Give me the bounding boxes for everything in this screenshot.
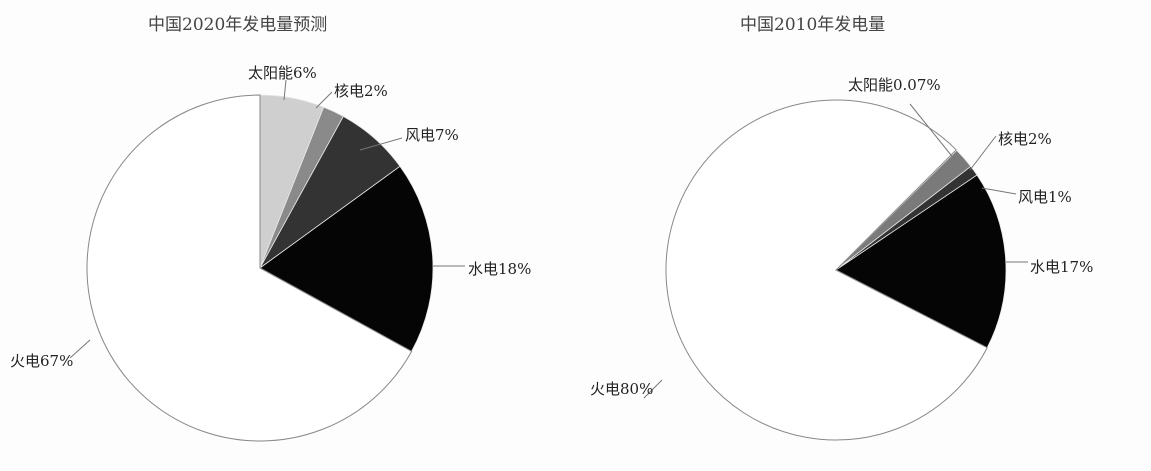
pie-slice-火电 <box>86 94 413 442</box>
leader-line <box>981 187 1017 195</box>
label-wind-2020: 风电7% <box>405 126 459 144</box>
label-wind-2010: 风电1% <box>1018 188 1072 206</box>
chart-title-2010: 中国2010年发电量 <box>740 15 886 35</box>
leader-lines <box>69 79 1028 399</box>
label-nuclear-2010: 核电2% <box>998 130 1052 148</box>
pie-slice-水电 <box>259 165 434 352</box>
label-thermal-2020: 火电67% <box>10 352 74 370</box>
label-thermal-2010: 火电80% <box>590 380 654 398</box>
label-hydro-2020: 水电18% <box>468 260 532 278</box>
leader-line <box>909 103 956 161</box>
leader-line <box>643 379 663 399</box>
label-nuclear-2020: 核电2% <box>334 82 388 100</box>
leader-line <box>283 79 287 101</box>
label-solar-2010: 太阳能0.07% <box>848 76 941 94</box>
leader-line <box>359 137 403 151</box>
label-solar-2020: 太阳能6% <box>248 64 317 82</box>
pie-2010 <box>665 99 1007 441</box>
leader-line <box>315 91 333 109</box>
pie-2020 <box>86 94 434 442</box>
leader-line <box>69 339 91 359</box>
pie-slice-火电 <box>665 99 988 441</box>
leader-line <box>969 135 997 171</box>
chart-title-2020: 中国2020年发电量预测 <box>148 15 328 35</box>
label-hydro-2010: 水电17% <box>1030 258 1094 276</box>
